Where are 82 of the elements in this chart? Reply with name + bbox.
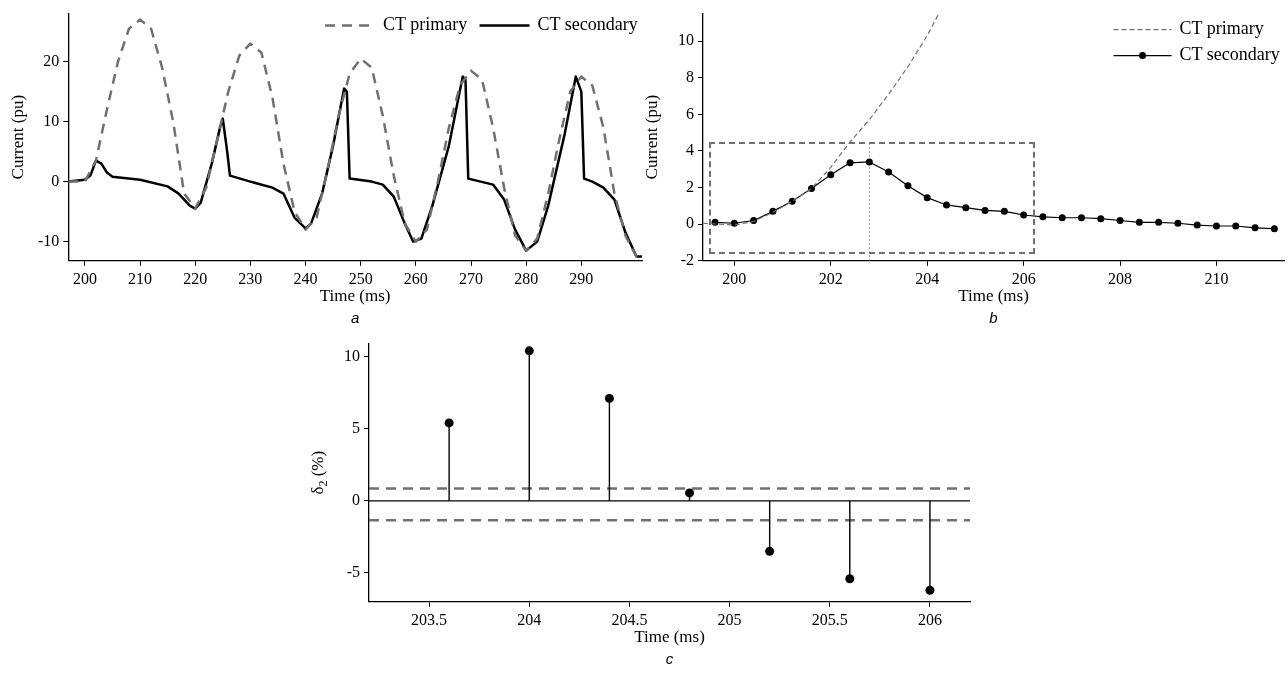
y-tick-label: 10 [344,346,360,364]
point [604,393,614,403]
text: b [989,308,998,326]
point [1232,222,1240,230]
x-tick-label: 270 [459,269,483,287]
y-tick-label: 0 [352,491,360,509]
point [444,418,454,428]
point [845,574,855,584]
x-tick-label: 208 [1108,269,1133,287]
x-axis-title: Time (ms) [958,286,1029,306]
x-axis-title: Time (ms) [634,627,705,647]
y-tick-label: 10 [678,31,694,49]
y-tick-label: 20 [43,51,60,69]
legend-label: CT secondary [537,14,638,35]
y-tick-label: 6 [686,104,694,122]
y-axis-title: δ2 (%) [308,450,331,495]
x-tick-label: 240 [293,269,318,287]
x-tick-label: 203.5 [411,610,448,628]
y-tick-label: 5 [352,418,360,436]
point [962,204,970,212]
point [1251,224,1259,232]
y-tick-label: 10 [43,111,60,129]
point [1174,219,1182,227]
x-tick-label: 230 [238,269,263,287]
point [885,168,893,176]
point [765,546,775,556]
x-tick-label: 200 [72,269,97,287]
x-tick-label: 206 [917,610,942,628]
point [846,159,854,167]
y-axis-title: Current (pu) [7,94,27,180]
point [1155,218,1163,226]
x-tick-label: 200 [722,269,747,287]
point [904,182,912,190]
legend-label: CT primary [1179,18,1264,39]
x-tick-label: 206 [1011,269,1036,287]
y-tick-label: 2 [686,177,694,195]
point [524,346,534,356]
y-axis-title: Current (pu) [642,94,662,180]
y-tick-label: 0 [686,214,694,232]
x-tick-label: 204 [517,610,542,628]
line-series [703,13,940,226]
point [1020,211,1028,219]
y-tick-label: 4 [686,141,694,159]
point [1097,215,1105,223]
point [685,488,695,498]
point [865,158,873,166]
x-tick-label: 204 [915,269,940,287]
point [1077,214,1085,222]
y-tick-label: -5 [346,563,360,581]
point [923,194,931,202]
point [1135,218,1143,226]
x-tick-label: 210 [1204,269,1229,287]
x-tick-label: 280 [514,269,539,287]
point [1116,217,1124,225]
x-tick-label: 210 [128,269,153,287]
y-tick-label: 8 [686,67,694,85]
y-tick-label: 0 [51,171,60,189]
y-tick-label: -10 [38,231,60,249]
x-tick-label: 205.5 [811,610,848,628]
point [1000,207,1008,215]
point [1270,225,1278,233]
x-tick-label: 204.5 [611,610,648,628]
legend-label: CT primary [383,14,468,35]
x-tick-label: 290 [569,269,594,287]
text: c [665,649,674,667]
y-tick-label: -2 [680,251,694,268]
point [1058,214,1066,222]
x-tick-label: 205 [717,610,742,628]
point [925,585,935,595]
x-tick-label: 260 [403,269,428,287]
text: a [350,308,360,326]
x-axis-title: Time (ms) [319,286,391,306]
point [1039,213,1047,221]
x-tick-label: 250 [348,269,373,287]
x-tick-label: 220 [183,269,208,287]
point [827,171,835,179]
point [1193,221,1201,229]
point [1213,222,1220,230]
point [942,201,950,209]
point [981,206,989,214]
legend-label: CT secondary [1179,44,1280,65]
x-tick-label: 202 [818,269,843,287]
